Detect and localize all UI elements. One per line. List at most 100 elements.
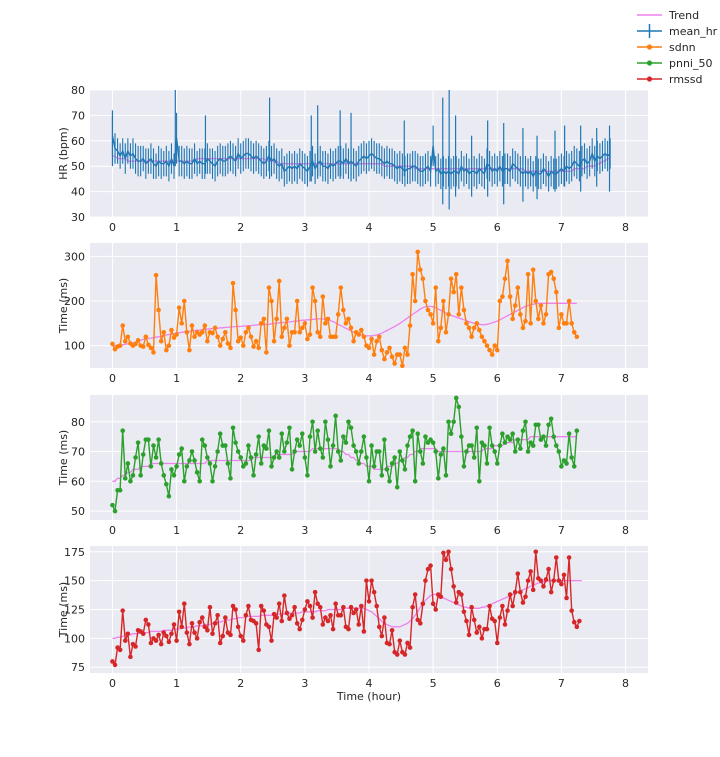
y-tick-label: 200 <box>64 295 85 308</box>
data-point <box>456 312 462 317</box>
data-point <box>356 622 362 627</box>
data-point <box>530 443 536 448</box>
data-point <box>302 607 308 612</box>
data-point <box>297 329 303 335</box>
data-point <box>271 455 277 460</box>
data-point <box>174 638 179 643</box>
data-point <box>538 578 544 583</box>
data-point <box>307 332 313 337</box>
data-point <box>151 350 156 355</box>
data-point <box>418 621 423 626</box>
data-point <box>423 578 428 583</box>
data-point <box>341 434 346 439</box>
data-point <box>117 487 123 493</box>
data-point <box>189 323 195 328</box>
data-point <box>494 461 500 466</box>
data-point <box>130 473 136 478</box>
data-point <box>192 458 197 463</box>
data-point <box>323 615 328 620</box>
data-point <box>122 638 128 643</box>
data-point <box>543 443 549 448</box>
data-point <box>253 338 259 344</box>
data-point <box>294 298 300 304</box>
plot-area <box>111 90 611 210</box>
data-point <box>230 425 236 431</box>
data-point <box>433 449 439 454</box>
data-point <box>443 557 449 563</box>
data-point <box>233 440 238 445</box>
legend-item: sdnn <box>637 41 696 54</box>
data-point <box>448 431 454 436</box>
data-point <box>364 578 369 583</box>
x-axis-label: Time (hour) <box>336 690 401 703</box>
data-point <box>376 449 382 454</box>
data-point <box>379 347 385 353</box>
x-tick-label: 0 <box>109 524 116 537</box>
data-point <box>574 334 580 340</box>
data-point <box>264 350 269 355</box>
data-point <box>228 476 233 481</box>
data-point <box>482 338 487 344</box>
data-point <box>487 347 492 353</box>
x-tick-label: 5 <box>430 677 437 690</box>
data-point <box>389 354 395 360</box>
data-point <box>428 437 433 442</box>
data-point <box>525 578 531 583</box>
data-point <box>292 604 297 610</box>
data-point <box>266 624 272 630</box>
data-point <box>187 458 192 463</box>
data-point <box>133 455 138 460</box>
data-point <box>112 662 118 668</box>
data-point <box>110 659 115 664</box>
data-point <box>559 312 564 317</box>
data-point <box>435 338 441 344</box>
data-point <box>176 609 182 615</box>
data-point <box>353 449 359 454</box>
x-tick-label: 3 <box>301 677 308 690</box>
x-tick-label: 0 <box>109 372 116 385</box>
data-point <box>330 443 336 448</box>
data-point <box>379 473 385 478</box>
data-point <box>471 325 477 331</box>
data-point <box>566 431 572 436</box>
data-point <box>223 615 228 620</box>
data-point <box>210 479 215 484</box>
y-tick-label: 80 <box>71 416 85 429</box>
legend-item: pnni_50 <box>637 57 712 70</box>
data-point <box>530 267 536 273</box>
data-point <box>346 419 351 425</box>
data-point <box>292 449 297 454</box>
data-point <box>151 443 156 448</box>
data-point <box>477 624 482 630</box>
data-point <box>443 329 449 335</box>
data-point <box>112 508 118 514</box>
y-tick-label: 175 <box>64 546 85 559</box>
data-point <box>120 323 126 328</box>
data-point <box>146 437 151 442</box>
data-point <box>415 617 421 623</box>
data-point <box>343 321 349 326</box>
data-point <box>356 332 362 337</box>
data-point <box>299 431 305 436</box>
data-point <box>174 464 179 469</box>
x-tick-label: 5 <box>430 221 437 234</box>
data-point <box>551 434 557 439</box>
data-point <box>320 294 326 299</box>
data-point <box>407 323 413 328</box>
data-point <box>184 329 190 335</box>
data-point <box>110 341 115 347</box>
data-point <box>459 434 464 439</box>
x-tick-label: 0 <box>109 677 116 690</box>
data-point <box>412 479 418 484</box>
data-point <box>538 437 544 442</box>
y-tick-label: 60 <box>71 475 85 488</box>
data-point <box>523 594 528 600</box>
data-point <box>487 425 492 431</box>
data-point <box>284 316 290 322</box>
data-point <box>315 329 320 335</box>
plot-area <box>110 249 580 368</box>
panel-rmssd: 0 1 2 3 4 5 6 7 8 75 100 125 150 175 Time (ms) <box>57 546 648 690</box>
data-point <box>543 312 549 317</box>
data-point <box>525 271 531 277</box>
